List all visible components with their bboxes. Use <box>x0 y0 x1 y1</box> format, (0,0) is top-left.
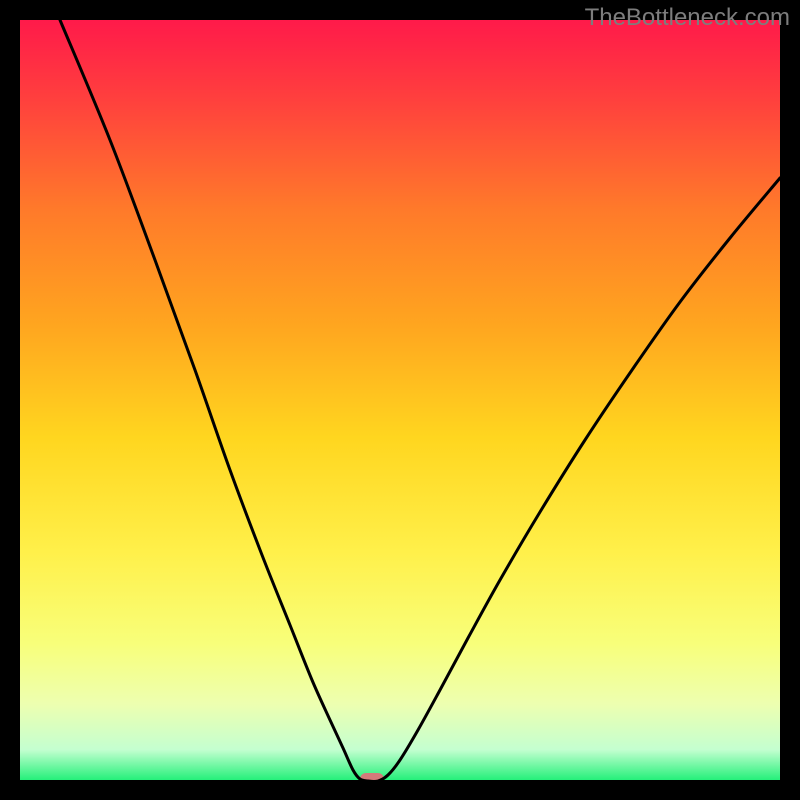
chart-container: TheBottleneck.com <box>0 0 800 800</box>
bottleneck-chart <box>0 0 800 800</box>
plot-background <box>20 20 780 780</box>
